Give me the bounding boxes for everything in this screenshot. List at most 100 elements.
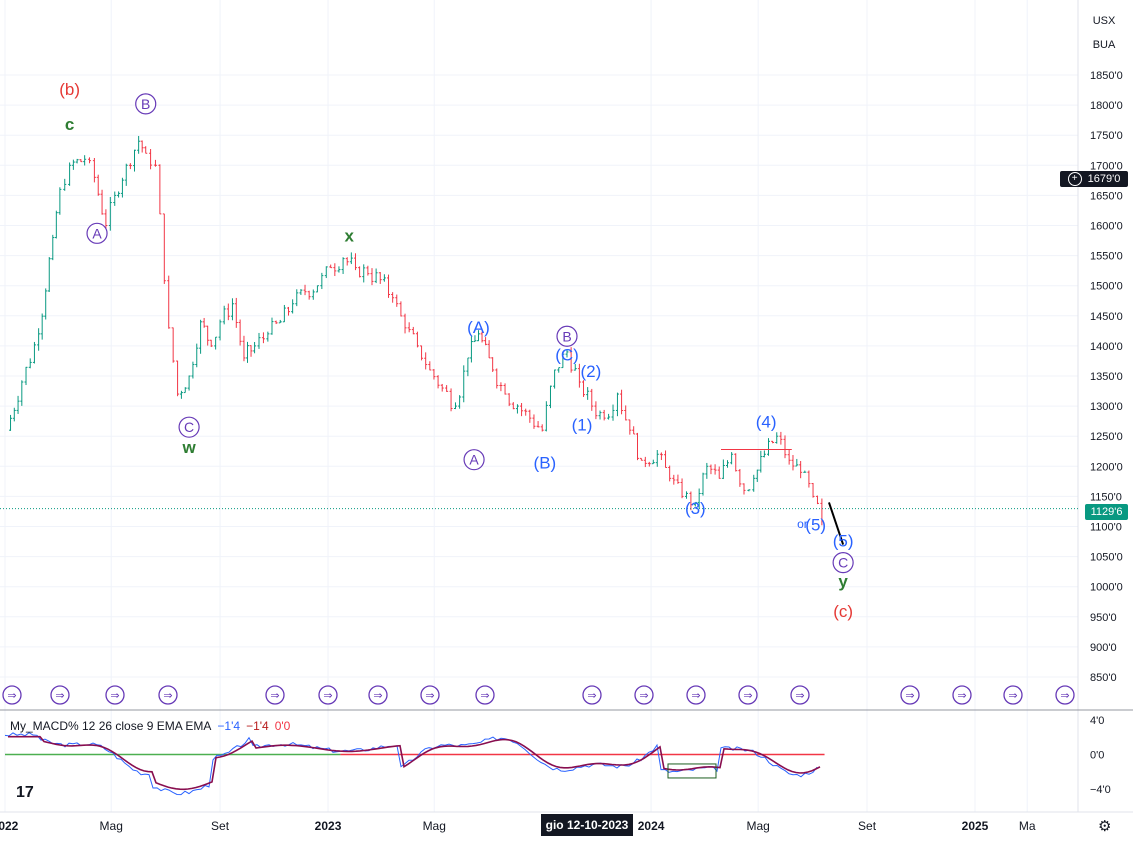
event-marker-glyph: ⇒ [743, 690, 752, 702]
event-marker-icon [2, 685, 22, 705]
event-marker-icon [265, 685, 285, 705]
price-tick-label: 1350'0 [1090, 371, 1123, 383]
event-marker-icon [368, 685, 388, 705]
high-label: H - Max. [393, 14, 439, 28]
last-price-tag: 1129'6 [1085, 504, 1128, 520]
event-marker-icon [634, 685, 654, 705]
event-marker-glyph: ⇒ [270, 690, 279, 702]
up-arrow-icon[interactable]: ↑ [1022, 12, 1029, 24]
open-value: 1252'4 [347, 14, 384, 28]
price-tick-label: 1000'0 [1090, 582, 1123, 594]
price-tick-label: 1850'0 [1090, 70, 1123, 82]
macd-value-1: −1'4 [217, 719, 241, 733]
time-tick-label: 2023 [315, 819, 342, 833]
low-value: 1250'4 [531, 14, 568, 28]
settings-gear-icon[interactable]: ⚙ [1098, 818, 1112, 835]
wave-label: (c) [833, 602, 853, 621]
event-marker-icon [952, 685, 972, 705]
wave-label: (A) [467, 318, 490, 337]
maximize-icon[interactable]: □ [1066, 12, 1074, 24]
event-marker-glyph: ⇒ [480, 690, 489, 702]
price-tick-label: 1550'0 [1090, 251, 1123, 263]
wave-circle [178, 416, 200, 438]
wave-label: (b) [59, 80, 80, 99]
price-tick-label: 1100'0 [1090, 522, 1122, 534]
wave-label: (3) [685, 499, 706, 518]
wave-circle [86, 222, 108, 244]
wave-circle [135, 93, 157, 115]
currency-selector[interactable]: USX [1084, 11, 1124, 31]
open-label: O - Aper. [296, 14, 344, 28]
plot-background [0, 0, 1078, 708]
delay-badge[interactable]: D [251, 14, 261, 28]
time-tick-label: Set [211, 819, 230, 833]
event-marker-glyph: ⇒ [795, 690, 804, 702]
unit-selector[interactable]: BUA [1084, 35, 1124, 55]
time-tick-label: 2025 [962, 819, 989, 833]
price-tick-label: 1150'0 [1090, 491, 1122, 503]
time-tick-label: Mag [100, 819, 123, 833]
crosshair-date-tag: gio 12-10-2023 [541, 814, 633, 836]
macd-value-2: −1'4 [246, 719, 269, 733]
event-marker-glyph: ⇒ [373, 690, 382, 702]
event-marker-icon [686, 685, 706, 705]
legend-actions: ↓ ↑ ▭ □ [1003, 12, 1073, 25]
macd-title[interactable]: My_MACD% 12 26 close 9 EMA EMA [10, 719, 212, 733]
wave-label: x [345, 226, 355, 245]
price-tick-label: 900'0 [1090, 642, 1117, 654]
wave-label: (C) [555, 346, 579, 365]
symbol-title[interactable]: Futures soia · 1D · CBOT [30, 12, 201, 30]
event-marker-glyph: ⇒ [1008, 690, 1017, 702]
macd-tick-label: 4'0 [1090, 715, 1104, 727]
down-arrow-icon[interactable]: ↓ [1003, 12, 1009, 24]
split-icon[interactable]: ▭ [1042, 13, 1053, 25]
price-tick-label: 1300'0 [1090, 401, 1123, 413]
crosshair-price-tag: + 1679'0 [1060, 171, 1128, 187]
symbol-logo-icon [8, 13, 24, 29]
event-marker-icon [105, 685, 125, 705]
price-tick-label: 1650'0 [1090, 190, 1123, 202]
event-marker-glyph: ⇒ [905, 690, 914, 702]
projection-line [828, 502, 845, 545]
wave-circle [832, 552, 854, 574]
ohlc-values: O - Aper. 1252'4 H - Max. 1299'6 L - Min… [290, 14, 756, 28]
price-tick-label: 1600'0 [1090, 221, 1123, 233]
wave-circle [463, 449, 485, 471]
macd-line [4, 732, 818, 796]
event-marker-glyph: ⇒ [957, 690, 966, 702]
event-marker-icon [50, 685, 70, 705]
wave-label: (1) [572, 415, 593, 434]
event-marker-glyph: ⇒ [639, 690, 648, 702]
event-marker-icon [420, 685, 440, 705]
price-tick-label: 1800'0 [1090, 100, 1123, 112]
crosshair-price-value: 1679'0 [1087, 173, 1121, 185]
event-marker-icon [582, 685, 602, 705]
close-label: C - Chius. [577, 14, 631, 28]
price-tick-label: 1200'0 [1090, 461, 1123, 473]
price-tick-label: 950'0 [1090, 612, 1117, 624]
signal-line [8, 735, 821, 791]
price-tick-label: 1400'0 [1090, 341, 1123, 353]
event-marker-glyph: ⇒ [55, 690, 64, 702]
price-tick-label: 1750'0 [1090, 130, 1123, 142]
event-marker-icon [1003, 685, 1023, 705]
plus-icon[interactable]: + [1067, 172, 1082, 186]
macd-legend: My_MACD% 12 26 close 9 EMA EMA −1'4 −1'4… [10, 719, 290, 733]
time-tick-label: Set [858, 819, 877, 833]
event-marker-icon [158, 685, 178, 705]
time-tick-label: 2022 [0, 819, 19, 833]
wave-label: C [184, 419, 194, 435]
macd-tick-label: 0'0 [1090, 750, 1104, 762]
price-tick-label: 850'0 [1090, 672, 1117, 684]
time-tick-label: Mag [746, 819, 769, 833]
event-marker-icon [738, 685, 758, 705]
wave-label: C [838, 555, 848, 571]
time-tick-label: 2024 [638, 819, 665, 833]
event-marker-glyph: ⇒ [425, 690, 434, 702]
price-tick-label: 1250'0 [1090, 431, 1123, 443]
currency-pill[interactable] [214, 13, 243, 29]
macd-value-3: 0'0 [274, 719, 291, 733]
high-value: 1299'6 [442, 14, 479, 28]
time-tick-label: Ma [1019, 819, 1036, 833]
symbol-legend: Futures soia · 1D · CBOT D O - Aper. 125… [8, 10, 756, 32]
